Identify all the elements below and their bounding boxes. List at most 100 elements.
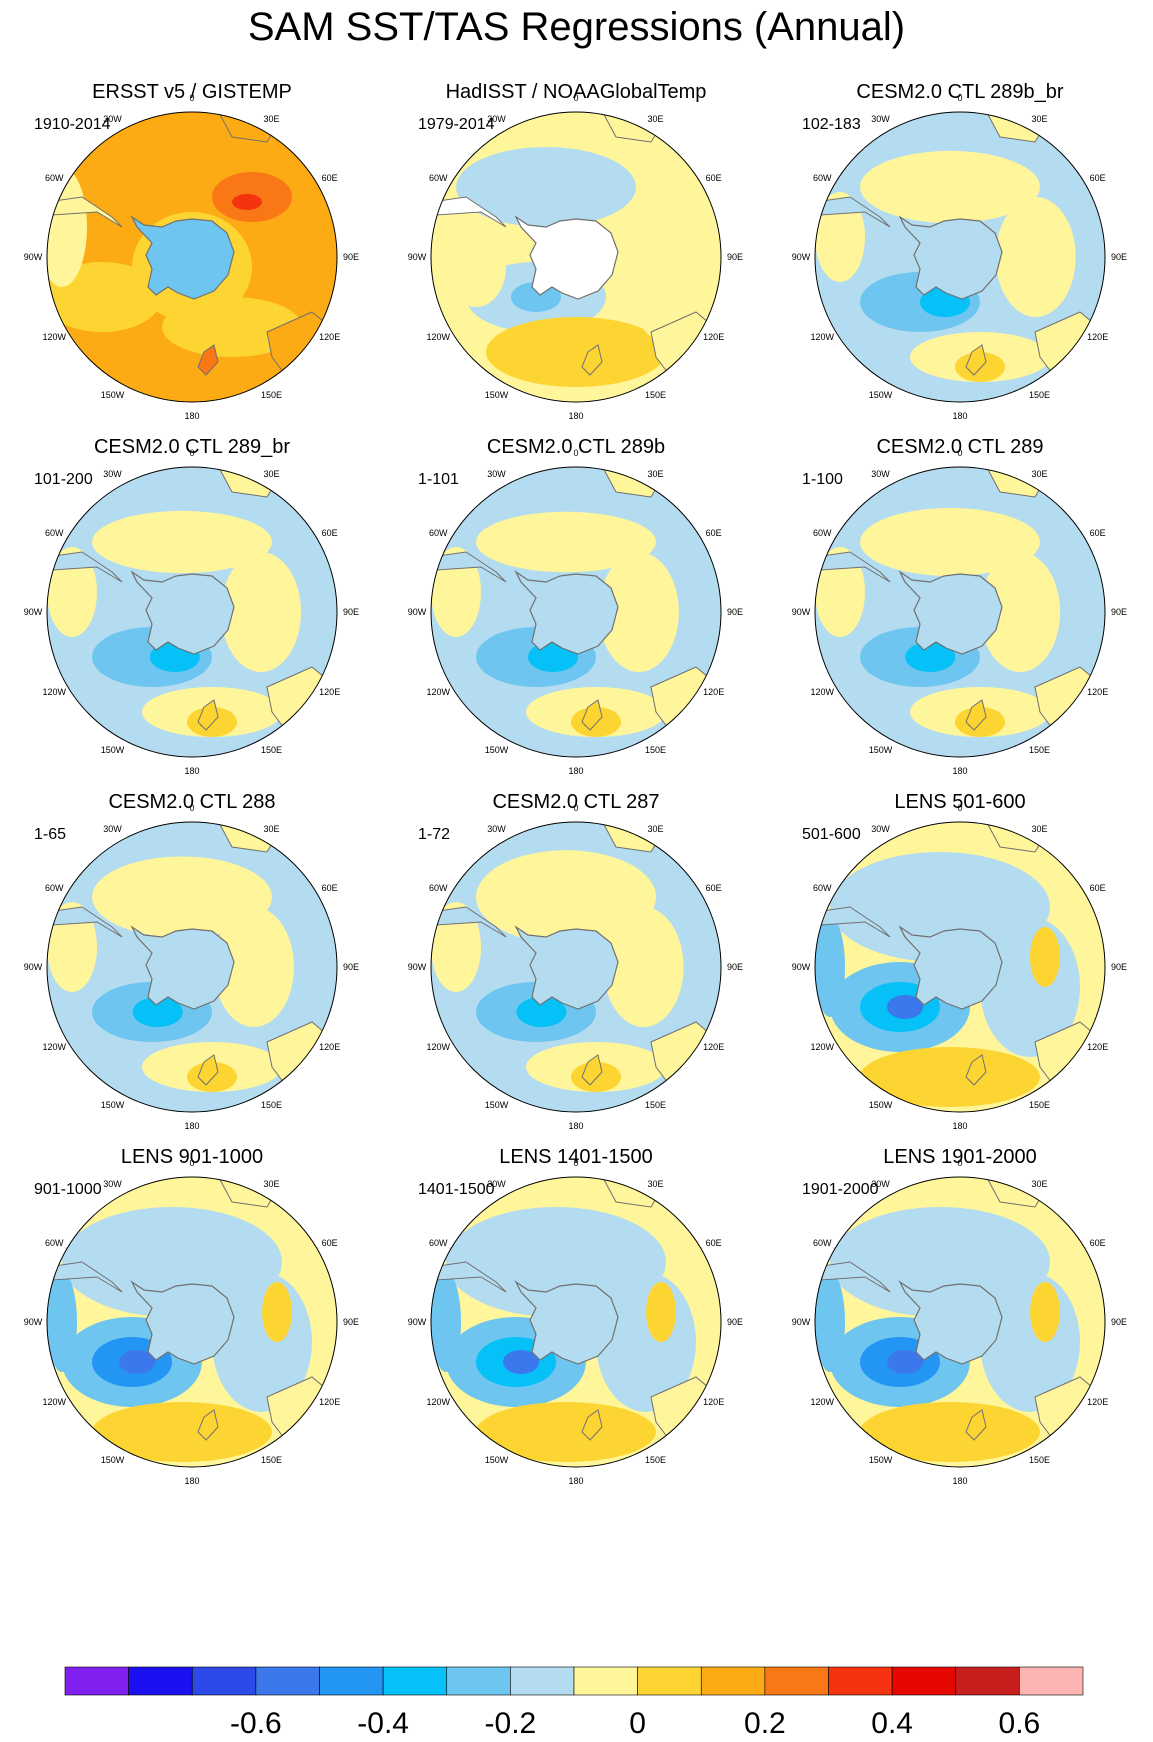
longitude-label: 150E [260, 744, 283, 755]
longitude-label: 30E [1031, 114, 1048, 125]
map-panel: CESM2.0 CTL 289b 1-101 0 30E 60E 90E 120E 150E 1… [384, 355, 768, 776]
anomaly-region [446, 227, 506, 307]
new-zealand-landmass [581, 1409, 603, 1441]
longitude-label: 60E [321, 1237, 338, 1248]
antarctica-landmass [514, 925, 619, 1010]
longitude-label: 30W [487, 1179, 506, 1190]
new-zealand-landmass [197, 699, 219, 731]
panel-period: 1-101 [418, 471, 459, 488]
colorbar-tick-label: -0.2 [484, 1707, 537, 1740]
map-boundary [814, 821, 1106, 1113]
longitude-label: 60E [705, 882, 722, 893]
longitude-label: 150E [1028, 389, 1051, 400]
polar-map [430, 821, 722, 1113]
longitude-label: 180 [184, 766, 200, 776]
longitude-label: 150W [868, 1099, 893, 1110]
colorbar-box [828, 1666, 893, 1696]
longitude-label: 180 [952, 411, 968, 421]
longitude-label: 120W [42, 331, 67, 342]
map-panel: CESM2.0 CTL 289_br 101-200 0 30E 60E 90E 120E 1… [0, 355, 384, 776]
antarctica-landmass [898, 1280, 1003, 1365]
anomaly-region [905, 642, 956, 672]
longitude-label: 30E [647, 824, 664, 835]
panel-period: 101-200 [34, 471, 93, 488]
panel-title: LENS 901-1000 [120, 1146, 264, 1168]
longitude-label: 90W [791, 962, 811, 972]
new-zealand-landmass [581, 699, 603, 731]
map-panel: LENS 1401-1500 1401-1500 0 30E 60E 90E 120E 150… [384, 1065, 768, 1486]
longitude-label: 90W [407, 1317, 427, 1327]
longitude-label: 90E [726, 252, 743, 262]
longitude-label: 120W [42, 1041, 67, 1052]
longitude-label: 180 [568, 766, 584, 776]
polar-map [814, 1176, 1106, 1468]
polar-map [814, 821, 1106, 1113]
longitude-label: 30W [871, 114, 890, 125]
longitude-label: 120W [426, 1396, 451, 1407]
longitude-label: 30E [1031, 469, 1048, 480]
panel-title: ERSST v5 / GISTEMP [92, 81, 292, 103]
longitude-label: 150W [868, 389, 893, 400]
panel-title: CESM2.0 CTL 287 [492, 791, 660, 813]
longitude-label: 90W [791, 1317, 811, 1327]
panel-title: CESM2.0 CTL 289 [876, 436, 1044, 458]
longitude-label: 150E [260, 389, 283, 400]
antarctica-landmass [130, 215, 235, 300]
longitude-label: 30W [487, 824, 506, 835]
longitude-label: 90W [407, 607, 427, 617]
polar-map [46, 466, 338, 758]
anomaly-region [860, 1047, 1040, 1107]
anomaly-region [431, 1272, 461, 1372]
colorbar-box [446, 1666, 511, 1696]
longitude-label: 60E [705, 527, 722, 538]
longitude-label: 150E [644, 1099, 667, 1110]
longitude-label: 180 [568, 1121, 584, 1131]
antarctica-landmass [898, 925, 1003, 1010]
longitude-label: 60W [429, 882, 448, 893]
colorbar-tick-label: 0 [629, 1707, 646, 1740]
colorbar-box [955, 1666, 1020, 1696]
anomaly-region [887, 995, 923, 1019]
longitude-label: 90E [342, 962, 359, 972]
anomaly-region [232, 194, 262, 210]
longitude-label: 150W [484, 1454, 509, 1465]
longitude-label: 90W [791, 607, 811, 617]
panel-title: CESM2.0 CTL 289b_br [856, 81, 1064, 103]
longitude-label: 90W [23, 962, 43, 972]
longitude-label: 60W [429, 527, 448, 538]
polar-map [46, 821, 338, 1113]
longitude-label: 120W [42, 686, 67, 697]
longitude-label: 30E [263, 114, 280, 125]
longitude-label: 150E [260, 1454, 283, 1465]
anomaly-region [860, 508, 1040, 576]
anomaly-region [221, 552, 302, 672]
panel-period: 1910-2014 [34, 116, 111, 133]
longitude-label: 30W [871, 824, 890, 835]
longitude-label: 90E [1110, 252, 1127, 262]
panel-period: 102-183 [802, 116, 861, 133]
longitude-label: 150W [484, 744, 509, 755]
antarctica-landmass [898, 215, 1003, 300]
map-boundary [430, 1176, 722, 1468]
panel-title: LENS 1401-1500 [499, 1146, 653, 1168]
longitude-label: 30E [647, 1179, 664, 1190]
longitude-label: 0 [957, 1158, 963, 1168]
anomaly-region [132, 997, 183, 1027]
longitude-label: 90W [407, 962, 427, 972]
anomaly-region [486, 317, 666, 387]
longitude-label: 0 [189, 93, 195, 103]
longitude-label: 0 [573, 1158, 579, 1168]
longitude-label: 150E [644, 744, 667, 755]
longitude-label: 120E [1087, 1396, 1109, 1407]
anomaly-region [476, 1402, 656, 1462]
longitude-label: 120W [810, 686, 835, 697]
map-panel: LENS 1901-2000 1901-2000 0 30E 60E 90E 120E 150… [768, 1065, 1152, 1486]
new-zealand-landmass [965, 699, 987, 731]
colorbar-box [891, 1666, 957, 1696]
longitude-label: 60E [705, 1237, 722, 1248]
longitude-label: 0 [189, 1158, 195, 1168]
longitude-label: 60W [813, 882, 832, 893]
panel-title: CESM2.0 CTL 289_br [93, 436, 290, 458]
panel-title: LENS 1901-2000 [883, 1146, 1037, 1168]
longitude-label: 120E [703, 1041, 725, 1052]
